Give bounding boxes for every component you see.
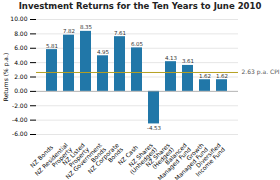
svg-text:1.62: 1.62 (216, 73, 228, 79)
svg-text:DiversifiedIncome Fund: DiversifiedIncome Fund (190, 141, 227, 178)
svg-text:7.61: 7.61 (114, 30, 126, 36)
svg-text:8.35: 8.35 (80, 24, 93, 30)
svg-text:2.63 p.a. CPI: 2.63 p.a. CPI (242, 68, 280, 76)
svg-text:7.82: 7.82 (63, 28, 75, 34)
svg-text:4.00: 4.00 (14, 59, 28, 66)
svg-text:0.00: 0.00 (14, 87, 28, 94)
svg-text:-4.00: -4.00 (12, 116, 28, 123)
svg-text:5.81: 5.81 (46, 43, 58, 49)
svg-text:6.05: 6.05 (131, 41, 144, 47)
svg-text:2.00: 2.00 (14, 73, 28, 80)
svg-text:-6.00: -6.00 (12, 130, 28, 137)
svg-text:-2.00: -2.00 (12, 102, 28, 109)
svg-text:4.95: 4.95 (97, 49, 110, 55)
svg-text:-4.53: -4.53 (147, 125, 162, 131)
svg-text:3.61: 3.61 (182, 58, 194, 64)
svg-text:BalancedManaged Fund: BalancedManaged Fund (152, 141, 193, 180)
svg-text:6.00: 6.00 (14, 44, 28, 51)
svg-text:1.62: 1.62 (199, 73, 211, 79)
svg-text:8.00: 8.00 (14, 30, 28, 37)
svg-text:Returns (% p.a.): Returns (% p.a.) (2, 53, 10, 102)
svg-text:10.00: 10.00 (10, 15, 27, 22)
svg-text:4.13: 4.13 (165, 55, 178, 61)
